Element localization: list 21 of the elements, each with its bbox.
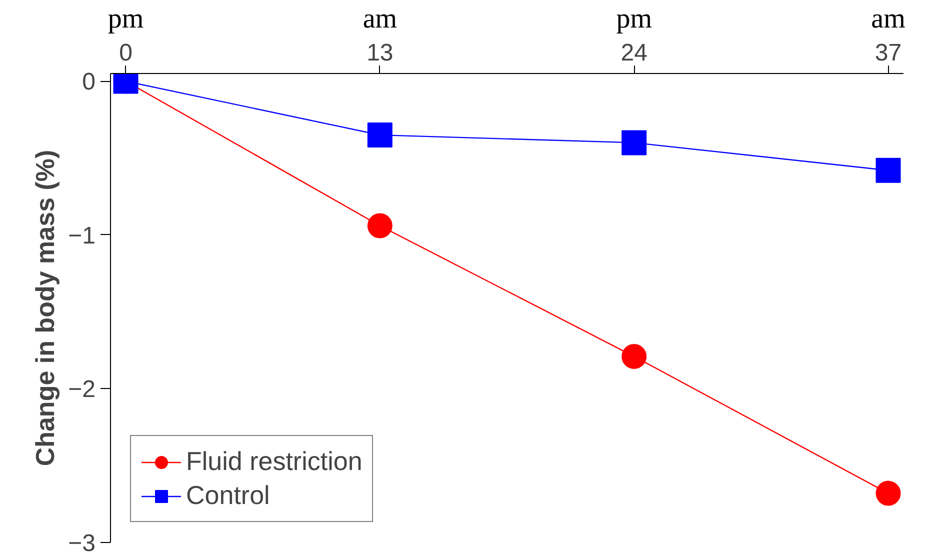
y-tick-label: −3 [68,530,96,557]
text: am [871,4,906,34]
point [367,213,392,238]
text: pm [616,4,652,34]
text: am [362,4,398,34]
y-axis-title: Change in body mass (%) [30,150,60,466]
x-tick-label: 37 [874,40,902,66]
x-tick-label: 24 [620,40,648,66]
point [367,122,392,148]
text: pm [108,4,144,34]
y-tick-label: 0 [82,68,96,96]
x-tick-label: 0 [119,40,132,66]
point [876,480,901,506]
y-tick-label: −2 [68,376,96,404]
y-tick-label: −1 [68,222,96,250]
legend-label: Fluid restriction [186,446,362,477]
point [622,344,647,369]
legend-label: Control [186,480,270,511]
x-tick-label: 13 [366,40,394,66]
point [876,158,901,183]
point [622,130,647,156]
